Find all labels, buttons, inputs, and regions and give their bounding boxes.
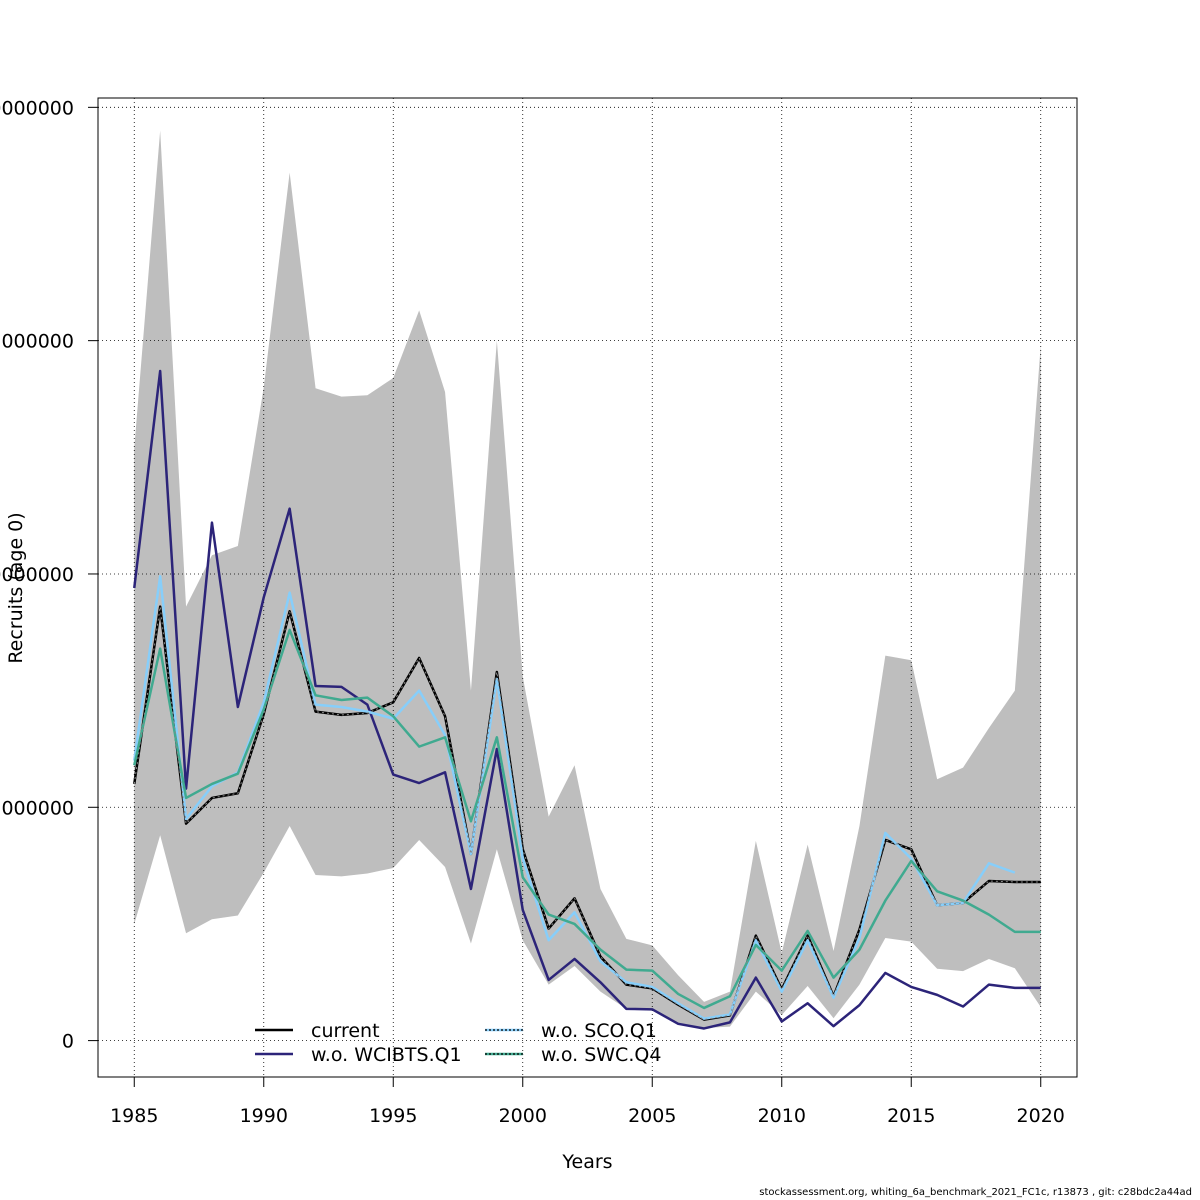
x-axis: 1985 1990 1995 2000 2005 2010 2015 2020 [110, 1076, 1065, 1127]
x-tick-label: 2000 [499, 1105, 547, 1127]
series-line-1 [133, 369, 1041, 1030]
x-tick-label: 2015 [887, 1105, 935, 1127]
x-tick-label: 1985 [110, 1105, 158, 1127]
series-line-2 [133, 575, 1016, 1020]
confidence-band-area [134, 130, 1041, 1029]
x-tick-label: 1990 [240, 1105, 288, 1127]
x-tick-label: 1995 [369, 1105, 417, 1127]
x-tick-label: 2020 [1017, 1105, 1065, 1127]
x-tick-label: 2010 [758, 1105, 806, 1127]
y-axis-title: Recruits (age 0) [5, 512, 27, 663]
confidence-band [134, 130, 1041, 1029]
x-axis-title: Years [561, 1151, 612, 1173]
legend-label-3: w.o. SWC.Q4 [541, 1044, 661, 1066]
x-tick-label: 2005 [628, 1105, 676, 1127]
legend-label-0: current [311, 1020, 380, 1042]
legend-label-1: w.o. WCIBTS.Q1 [311, 1044, 462, 1066]
y-tick-label: 15000000 [0, 331, 74, 353]
y-tick-label: 5000000 [0, 797, 74, 819]
series-line-0 [133, 605, 1041, 1021]
legend-label-2: w.o. SCO.Q1 [541, 1020, 657, 1042]
series-line-3 [133, 628, 1041, 1010]
y-tick-label: 0 [62, 1031, 74, 1053]
footer-credit: stockassessment.org, whiting_6a_benchmar… [759, 1187, 1192, 1198]
series-lines [133, 369, 1041, 1030]
y-tick-label: 10000000 [0, 564, 74, 586]
